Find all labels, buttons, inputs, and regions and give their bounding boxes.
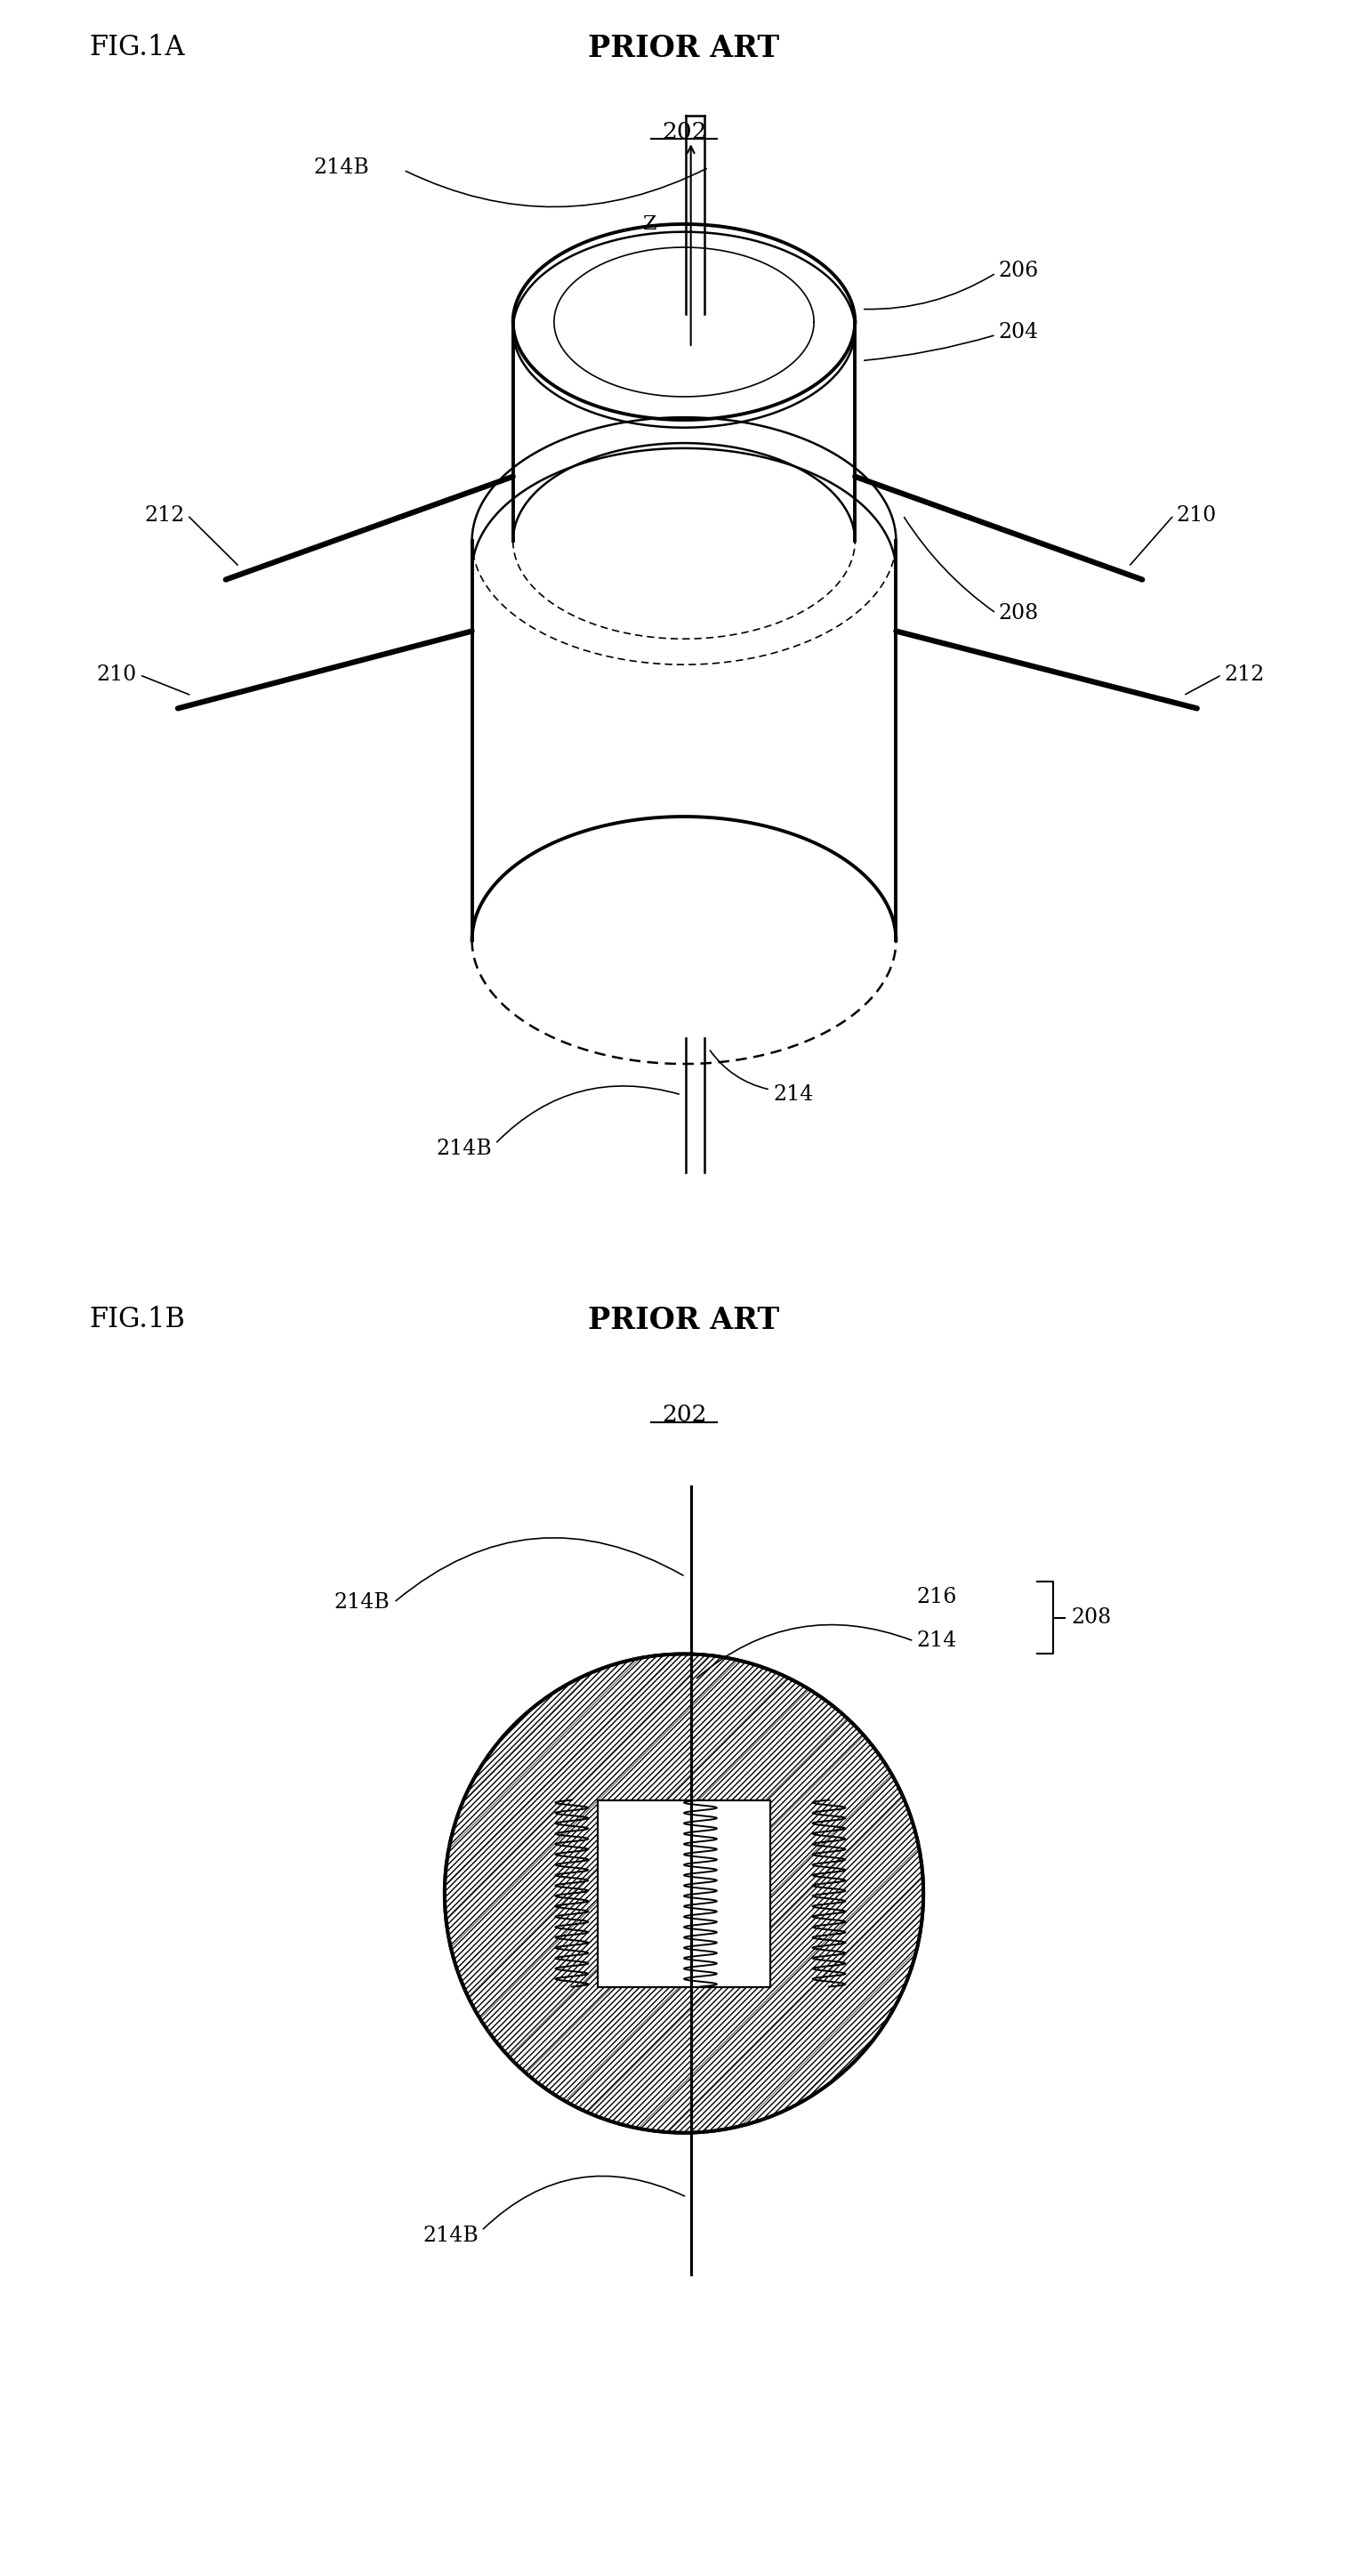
Text: Z: Z [643, 214, 657, 234]
Text: 214B: 214B [423, 2226, 479, 2246]
Text: 208: 208 [1071, 1607, 1111, 1628]
Text: 214B: 214B [334, 1592, 390, 1613]
Ellipse shape [445, 1654, 923, 2133]
Text: 202: 202 [662, 121, 706, 144]
Text: PRIOR ART: PRIOR ART [588, 1306, 780, 1334]
Text: 210: 210 [1176, 505, 1216, 526]
Text: 214: 214 [917, 1631, 958, 1651]
Text: 212: 212 [144, 505, 185, 526]
Text: 202: 202 [662, 1404, 706, 1427]
Text: 210: 210 [97, 665, 137, 685]
Bar [598, 1801, 770, 1986]
Text: FIG.1A: FIG.1A [89, 33, 185, 62]
Text: 214B: 214B [313, 157, 369, 178]
Text: 204: 204 [999, 322, 1038, 343]
Text: 214B: 214B [436, 1139, 492, 1159]
Text: 214: 214 [773, 1084, 814, 1105]
Text: 208: 208 [999, 603, 1038, 623]
Text: PRIOR ART: PRIOR ART [588, 33, 780, 62]
Text: FIG.1B: FIG.1B [89, 1306, 185, 1334]
Text: 206: 206 [999, 260, 1038, 281]
Text: 216: 216 [917, 1587, 958, 1607]
Text: 212: 212 [1224, 665, 1265, 685]
